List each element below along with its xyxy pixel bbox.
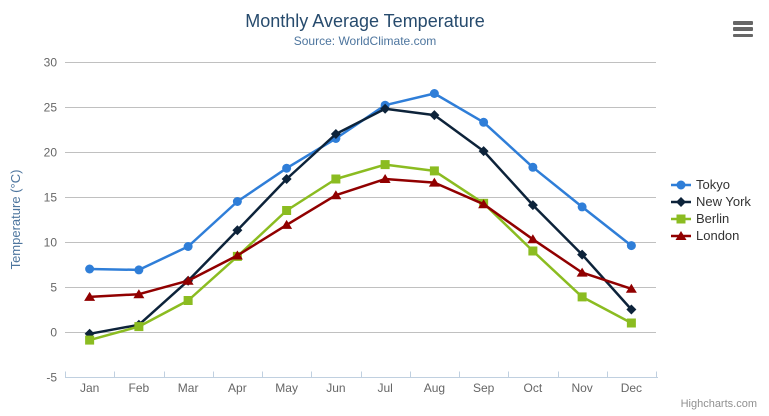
- x-axis-label: Apr: [228, 381, 247, 395]
- data-point-berlin[interactable]: [331, 174, 341, 184]
- series-line-london: [88, 177, 633, 299]
- circle-marker-icon[interactable]: [676, 180, 686, 189]
- data-point-london[interactable]: [428, 177, 440, 187]
- x-axis-label: Dec: [621, 381, 642, 395]
- legend-label: London: [696, 228, 740, 243]
- data-point-new-york[interactable]: [626, 304, 637, 315]
- data-point-london[interactable]: [133, 289, 145, 299]
- data-point-tokyo[interactable]: [85, 264, 95, 274]
- series-line-tokyo: [88, 92, 633, 272]
- data-point-tokyo[interactable]: [232, 197, 242, 206]
- export-menu-button[interactable]: [733, 21, 753, 37]
- y-axis-label: 30: [44, 56, 58, 70]
- series-london: [84, 174, 637, 301]
- credits-link[interactable]: Highcharts.com: [680, 398, 757, 410]
- hamburger-menu-icon: [733, 33, 753, 37]
- data-point-berlin[interactable]: [429, 166, 439, 176]
- data-point-berlin[interactable]: [528, 246, 538, 256]
- square-marker-icon[interactable]: [676, 214, 686, 223]
- y-axis-label: 0: [50, 326, 57, 340]
- data-point-new-york[interactable]: [330, 129, 341, 139]
- data-point-tokyo[interactable]: [282, 163, 292, 173]
- data-point-london[interactable]: [527, 234, 539, 244]
- legend-item-tokyo[interactable]: Tokyo: [671, 176, 751, 193]
- square-marker-icon: [671, 214, 691, 223]
- data-point-tokyo[interactable]: [577, 202, 587, 212]
- series-line-new-york: [88, 107, 633, 336]
- x-axis-label: Oct: [524, 381, 543, 395]
- data-point-berlin[interactable]: [85, 335, 95, 345]
- x-axis-label: Nov: [571, 381, 592, 395]
- y-axis-label: -5: [46, 371, 57, 385]
- data-point-berlin[interactable]: [282, 206, 292, 215]
- hamburger-menu-icon: [733, 27, 753, 31]
- data-point-tokyo[interactable]: [183, 242, 193, 251]
- x-axis-label: Feb: [129, 381, 150, 395]
- triangle-marker-icon: [671, 230, 691, 240]
- data-point-berlin[interactable]: [626, 318, 636, 328]
- data-point-london[interactable]: [330, 190, 342, 200]
- data-point-london[interactable]: [625, 283, 637, 293]
- legend: Tokyo New York Berlin London: [671, 176, 751, 244]
- data-point-new-york[interactable]: [281, 174, 292, 184]
- data-point-tokyo[interactable]: [429, 89, 439, 98]
- data-point-berlin[interactable]: [577, 292, 587, 302]
- data-point-london[interactable]: [379, 174, 391, 183]
- circle-marker-icon: [671, 180, 691, 189]
- data-point-new-york[interactable]: [429, 110, 440, 121]
- data-point-london[interactable]: [281, 219, 293, 229]
- data-point-tokyo[interactable]: [626, 241, 636, 251]
- data-point-tokyo[interactable]: [134, 265, 144, 275]
- data-point-berlin[interactable]: [183, 296, 193, 305]
- data-point-new-york[interactable]: [232, 225, 243, 236]
- data-point-berlin[interactable]: [380, 160, 390, 170]
- data-point-new-york[interactable]: [527, 200, 538, 211]
- data-point-new-york[interactable]: [478, 146, 489, 157]
- data-point-london[interactable]: [576, 267, 588, 277]
- legend-item-new-york[interactable]: New York: [671, 193, 751, 210]
- data-point-london[interactable]: [478, 199, 490, 209]
- data-point-london[interactable]: [84, 291, 96, 301]
- legend-item-london[interactable]: London: [671, 227, 751, 244]
- y-axis-label: 25: [44, 101, 58, 115]
- legend-label: Berlin: [696, 211, 730, 226]
- data-point-tokyo[interactable]: [528, 162, 538, 172]
- data-point-london[interactable]: [231, 250, 243, 260]
- series-tokyo: [85, 89, 636, 275]
- y-axis-label: 15: [44, 191, 58, 205]
- x-axis-label: Sep: [473, 381, 495, 395]
- legend-item-berlin[interactable]: Berlin: [671, 210, 751, 227]
- triangle-marker-icon[interactable]: [675, 230, 687, 240]
- diamond-marker-icon[interactable]: [676, 196, 686, 207]
- data-point-tokyo[interactable]: [479, 117, 489, 127]
- x-axis-label: Mar: [178, 381, 199, 395]
- x-axis-label: Jun: [326, 381, 345, 395]
- y-axis-label: 5: [50, 281, 57, 295]
- y-axis-label: 10: [44, 236, 58, 250]
- data-point-new-york[interactable]: [577, 249, 588, 260]
- series-new-york: [84, 103, 637, 339]
- data-point-berlin[interactable]: [134, 322, 144, 332]
- x-axis-label: Jan: [80, 381, 99, 395]
- diamond-marker-icon: [671, 196, 691, 207]
- x-axis-label: May: [275, 381, 298, 395]
- hamburger-menu-icon: [733, 21, 753, 25]
- y-axis-title: Temperature (°C): [8, 170, 23, 270]
- series-line-berlin: [88, 163, 633, 342]
- chart-subtitle: Source: WorldClimate.com: [293, 34, 437, 48]
- legend-label: New York: [696, 194, 751, 209]
- data-point-london[interactable]: [182, 275, 194, 285]
- data-point-new-york[interactable]: [380, 103, 391, 114]
- y-axis-label: 20: [44, 146, 58, 160]
- chart-title: Monthly Average Temperature: [245, 11, 485, 31]
- x-axis-label: Aug: [424, 381, 445, 395]
- legend-label: Tokyo: [696, 177, 730, 192]
- x-axis-label: Jul: [377, 381, 392, 395]
